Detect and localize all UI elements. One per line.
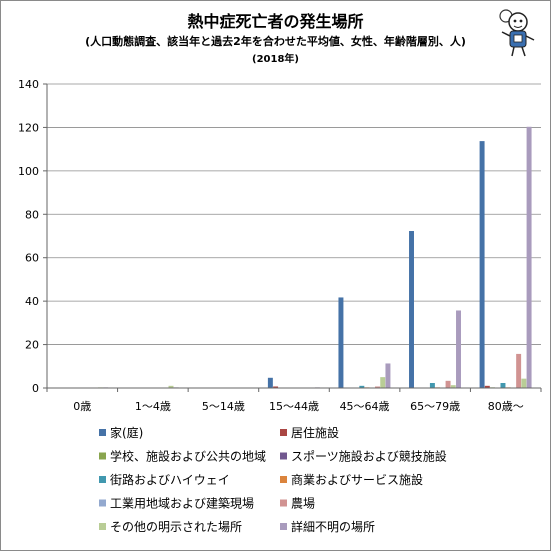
legend-label: 農場: [291, 497, 315, 511]
y-tick-label: 40: [25, 295, 39, 308]
bar: [267, 377, 273, 388]
bar: [273, 386, 279, 388]
bar: [380, 377, 386, 388]
y-tick-label: 140: [18, 78, 39, 91]
legend-label: 家(庭): [110, 425, 143, 440]
x-tick-label: 5〜14歳: [202, 400, 245, 413]
bar: [409, 231, 414, 388]
bar: [516, 353, 522, 388]
mascot-icon: [499, 9, 535, 57]
chart-subtitle: (人口動態調査、該当年と過去2年を合わせた平均値、女性、年齢階層別、人): [85, 35, 466, 48]
x-tick-label: 15〜44歳: [269, 400, 319, 413]
x-tick-label: 0歳: [73, 400, 91, 413]
bar: [359, 385, 365, 388]
bar: [500, 383, 506, 388]
legend-label: 詳細不明の場所: [291, 519, 375, 534]
bar: [456, 310, 461, 388]
bars: [97, 126, 532, 388]
y-tick-label: 80: [25, 208, 39, 221]
x-tick-label: 65〜79歳: [410, 400, 460, 413]
y-tick-label: 20: [25, 339, 39, 352]
legend-swatch: [99, 523, 106, 530]
bar: [385, 363, 391, 388]
chart-title: 熱中症死亡者の発生場所: [187, 12, 364, 31]
legend-swatch: [280, 429, 287, 436]
y-tick-label: 60: [25, 252, 39, 265]
legend-label: 学校、施設および公共の地域: [110, 449, 266, 464]
y-tick-label: 100: [18, 165, 39, 178]
bar: [168, 385, 174, 388]
legend-swatch: [280, 499, 287, 507]
bar: [375, 386, 380, 388]
bar: [445, 380, 451, 388]
legend-label: その他の明示された場所: [110, 520, 242, 534]
bar: [429, 383, 435, 388]
x-tick-label: 1〜4歳: [135, 400, 171, 413]
x-axis: 0歳 1〜4歳 5〜14歳 15〜44歳 45〜64歳 65〜79歳 80歳〜: [46, 387, 542, 413]
bar: [479, 141, 485, 388]
legend-label: 商業およびサービス施設: [291, 472, 423, 487]
y-tick-label: 120: [18, 121, 39, 134]
chart-year: (2018年): [252, 54, 299, 65]
legend-label: スポーツ施設および競技施設: [291, 449, 447, 464]
y-axis: 0 20 40 60 80 100 120 140: [18, 78, 48, 395]
bar: [338, 297, 344, 388]
y-tick-label: 0: [32, 382, 39, 395]
legend-swatch: [99, 499, 106, 507]
legend-swatch: [99, 476, 106, 483]
gridlines: [47, 83, 541, 345]
legend-swatch: [280, 476, 287, 483]
legend-label: 街路およびハイウェイ: [110, 472, 230, 487]
bar: [450, 385, 456, 388]
legend-swatch: [99, 452, 106, 460]
legend-label: 居住施設: [291, 425, 339, 440]
legend-swatch: [99, 429, 106, 436]
x-tick-label: 45〜64歳: [340, 400, 390, 413]
bar: [521, 378, 527, 388]
legend-label: 工業用地域および建築現場: [110, 496, 254, 511]
bar: [484, 385, 490, 388]
legend-swatch: [280, 523, 287, 530]
x-tick-label: 80歳〜: [488, 400, 524, 413]
bar: [526, 126, 532, 388]
legend-swatch: [280, 452, 287, 460]
